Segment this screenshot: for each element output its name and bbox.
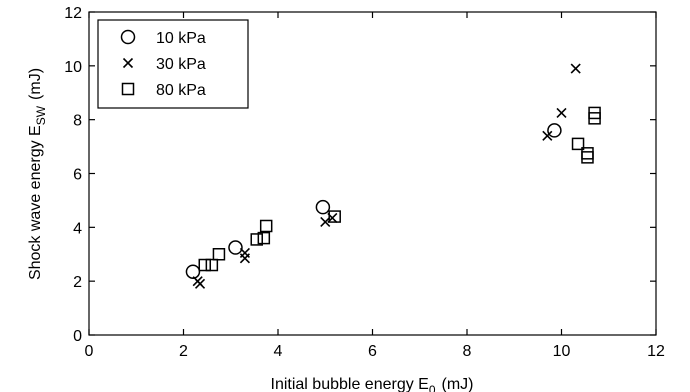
series-x bbox=[192, 63, 581, 289]
y-tick-label: 0 bbox=[73, 328, 82, 345]
x-tick-label: 10 bbox=[553, 343, 571, 360]
data-point-square bbox=[198, 258, 212, 272]
y-tick-label: 8 bbox=[73, 113, 82, 130]
data-point-circle bbox=[547, 123, 562, 138]
y-axis-title-main: Shock wave energy E bbox=[27, 125, 44, 280]
data-point-circle bbox=[228, 240, 243, 255]
x-marker-stroke bbox=[542, 130, 553, 141]
y-axis-title: Shock wave energy ESW (mJ) bbox=[27, 68, 48, 280]
y-axis-title-subscript: SW bbox=[34, 105, 48, 125]
x-axis-title-subscript: 0 bbox=[429, 383, 436, 392]
x-marker-stroke bbox=[556, 107, 567, 119]
data-point-square bbox=[212, 248, 226, 261]
data-point-x bbox=[542, 130, 553, 141]
legend-label: 30 kPa bbox=[156, 56, 206, 73]
y-tick-label: 12 bbox=[64, 5, 82, 22]
x-tick-label: 2 bbox=[179, 343, 188, 360]
data-point-x bbox=[320, 216, 331, 228]
legend-marker-x bbox=[122, 57, 134, 69]
data-point-square bbox=[571, 137, 585, 151]
series-square bbox=[198, 106, 601, 272]
x-tick-label: 0 bbox=[85, 343, 94, 360]
x-tick-label: 12 bbox=[647, 343, 665, 360]
x-marker-stroke bbox=[239, 247, 250, 258]
data-point-x bbox=[570, 63, 581, 74]
x-marker-stroke bbox=[570, 63, 581, 74]
data-point-square bbox=[259, 219, 273, 233]
data-point-square bbox=[581, 147, 594, 160]
x-tick-label: 4 bbox=[274, 343, 283, 360]
x-axis-title-unit: (mJ) bbox=[442, 376, 474, 392]
legend-label: 10 kPa bbox=[156, 30, 206, 47]
x-axis-title-main: Initial bubble energy E bbox=[271, 376, 429, 392]
data-point-square bbox=[581, 151, 594, 164]
series-circle bbox=[185, 123, 562, 279]
x-axis-title: Initial bubble energy E0 (mJ) bbox=[271, 376, 474, 392]
data-point-square bbox=[328, 210, 341, 223]
data-point-x bbox=[194, 278, 206, 289]
y-tick-label: 4 bbox=[73, 220, 82, 237]
x-tick-label: 6 bbox=[368, 343, 377, 360]
data-point-square bbox=[257, 231, 271, 245]
y-tick-label: 6 bbox=[73, 167, 82, 184]
data-point-circle bbox=[185, 264, 201, 279]
data-point-square bbox=[588, 106, 601, 120]
y-tick-label: 10 bbox=[64, 59, 82, 76]
x-marker-stroke bbox=[122, 57, 134, 69]
x-marker-stroke bbox=[320, 216, 331, 228]
data-point-x bbox=[556, 107, 567, 119]
y-tick-label: 2 bbox=[73, 274, 82, 291]
y-axis-title-unit: (mJ) bbox=[27, 68, 44, 100]
legend-label: 80 kPa bbox=[156, 82, 206, 99]
x-marker-stroke bbox=[194, 278, 206, 289]
legend-marker-square bbox=[121, 82, 135, 96]
data-point-circle bbox=[315, 199, 331, 215]
data-point-square bbox=[205, 258, 219, 272]
data-point-x bbox=[239, 247, 250, 258]
legend-marker-circle bbox=[120, 29, 136, 45]
data-point-square bbox=[250, 233, 263, 246]
x-tick-label: 8 bbox=[463, 343, 472, 360]
